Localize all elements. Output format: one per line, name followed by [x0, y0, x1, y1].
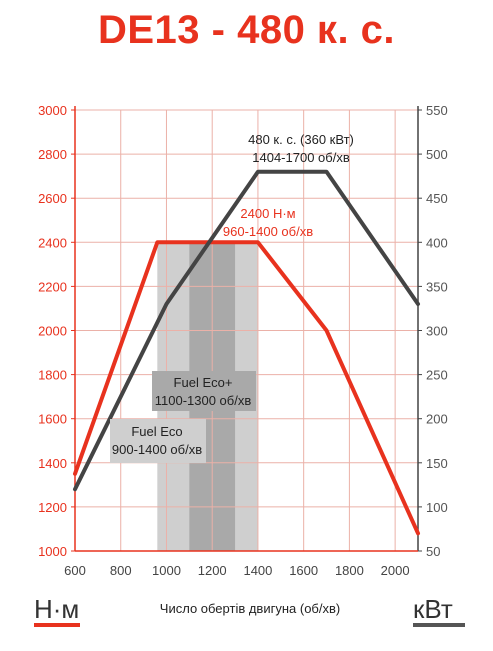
- fuel-eco-annotation-text: Fuel Eco: [131, 424, 182, 439]
- right-tick-label: 500: [426, 147, 448, 162]
- left-tick-label: 1000: [38, 544, 67, 559]
- left-tick-label: 1600: [38, 412, 67, 427]
- right-tick-label: 300: [426, 324, 448, 339]
- x-tick-label: 1600: [289, 563, 318, 578]
- x-tick-label: 1200: [198, 563, 227, 578]
- left-tick-label: 1200: [38, 500, 67, 515]
- right-tick-label: 400: [426, 235, 448, 250]
- left-tick-label: 3000: [38, 103, 67, 118]
- torque-line: [73, 240, 420, 536]
- fuel-eco-annotation-box: [110, 419, 206, 463]
- left-tick-label: 2000: [38, 324, 67, 339]
- right-tick-label: 100: [426, 500, 448, 515]
- power-annotation-text: 1404-1700 об/хв: [252, 150, 350, 165]
- x-axis-label: Число обертів двигуна (об/хв): [159, 601, 341, 616]
- fuel-eco-plus-annotation-text: Fuel Eco+: [174, 375, 233, 390]
- x-tick-label: 600: [64, 563, 86, 578]
- right-tick-label: 150: [426, 456, 448, 471]
- left-tick-label: 1800: [38, 368, 67, 383]
- x-tick-label: 800: [110, 563, 132, 578]
- left-axis-unit: Н·м: [34, 594, 80, 624]
- left-tick-label: 2200: [38, 279, 67, 294]
- power-line: [73, 169, 420, 492]
- right-tick-label: 250: [426, 368, 448, 383]
- chart-title: DE13 - 480 к. с.: [97, 8, 396, 52]
- right-tick-label: 200: [426, 412, 448, 427]
- fuel-eco-annotation-text: 900-1400 об/хв: [112, 442, 202, 457]
- torque-annotation-text: 960-1400 об/хв: [223, 224, 313, 239]
- torque-legend-line: [34, 623, 80, 627]
- torque-annotation-text: 2400 Н·м: [240, 206, 295, 221]
- right-tick-label: 350: [426, 279, 448, 294]
- left-tick-label: 2400: [38, 235, 67, 250]
- x-tick-label: 2000: [381, 563, 410, 578]
- fuel-eco-plus-annotation-box: [152, 371, 256, 411]
- power-legend-line: [413, 623, 465, 627]
- right-tick-label: 50: [426, 544, 440, 559]
- right-axis-unit: кВт: [413, 594, 453, 624]
- power-annotation-text: 480 к. с. (360 кВт): [248, 132, 354, 147]
- x-tick-label: 1400: [243, 563, 272, 578]
- right-tick-label: 550: [426, 103, 448, 118]
- left-tick-label: 2600: [38, 191, 67, 206]
- x-tick-label: 1800: [335, 563, 364, 578]
- fuel-eco-plus-annotation-text: 1100-1300 об/хв: [155, 393, 252, 408]
- x-tick-label: 1000: [152, 563, 181, 578]
- right-tick-label: 450: [426, 191, 448, 206]
- left-tick-label: 2800: [38, 147, 67, 162]
- left-tick-label: 1400: [38, 456, 67, 471]
